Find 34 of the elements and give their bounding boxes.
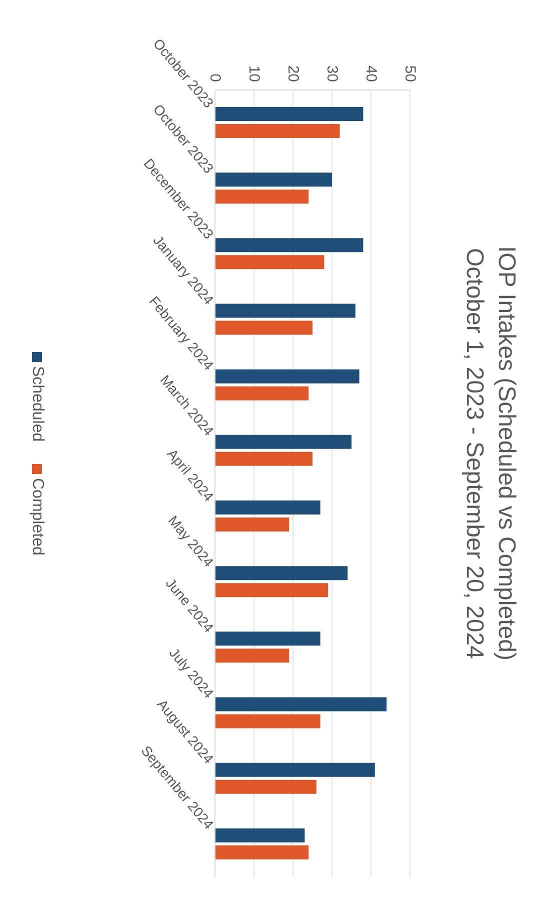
bar bbox=[215, 386, 309, 400]
x-tick-label: 10 bbox=[246, 65, 262, 82]
bar bbox=[215, 172, 332, 187]
x-tick-label: 0 bbox=[206, 74, 224, 82]
bar bbox=[215, 648, 290, 663]
legend-label: Scheduled bbox=[28, 366, 46, 442]
bar bbox=[215, 190, 309, 204]
x-tick-label: 20 bbox=[284, 65, 302, 82]
bar bbox=[215, 780, 316, 794]
bar bbox=[215, 697, 387, 712]
bar bbox=[215, 583, 328, 598]
bar bbox=[215, 434, 352, 449]
bar bbox=[215, 124, 340, 138]
bar bbox=[215, 304, 356, 318]
bar bbox=[215, 107, 364, 121]
bar bbox=[215, 320, 312, 335]
text: IOP Intakes (Scheduled vs Completed) bbox=[492, 246, 521, 661]
bar bbox=[215, 566, 348, 580]
bar bbox=[215, 452, 312, 466]
bar bbox=[215, 255, 324, 270]
bar bbox=[215, 518, 290, 532]
bar bbox=[215, 500, 320, 514]
legend-label: Completed bbox=[28, 478, 46, 555]
text: October 1, 2023 - September 20, 2024 bbox=[460, 247, 489, 661]
bar bbox=[215, 369, 360, 384]
bar bbox=[215, 845, 309, 860]
bar bbox=[215, 714, 320, 728]
x-tick-label: 50 bbox=[402, 65, 418, 82]
bar bbox=[215, 632, 320, 646]
x-tick-label: 30 bbox=[324, 65, 340, 82]
bar bbox=[215, 828, 305, 842]
bar bbox=[215, 238, 364, 252]
x-tick-label: 40 bbox=[362, 65, 380, 82]
bar bbox=[215, 762, 375, 777]
